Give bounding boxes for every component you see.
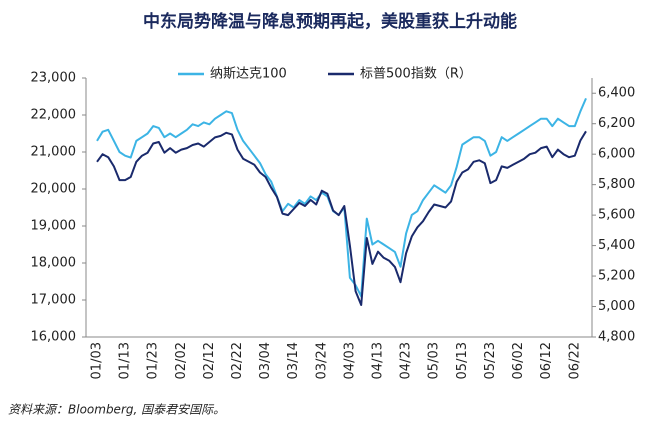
legend-label: 标普500指数（R） (360, 67, 472, 82)
y2-tick-label: 6,000 (598, 147, 635, 162)
x-tick-label: 06/02 (511, 342, 526, 379)
y-tick-label: 17,000 (31, 293, 77, 308)
x-tick-label: 04/23 (399, 342, 414, 379)
x-tick-label: 06/22 (567, 342, 582, 379)
x-tick-label: 02/22 (230, 342, 245, 379)
x-tick-label: 03/14 (286, 342, 301, 379)
x-tick-label: 04/13 (371, 342, 386, 379)
x-tick-label: 04/03 (342, 342, 357, 379)
series-line (96, 130, 587, 306)
x-tick-label: 06/12 (539, 342, 554, 379)
source-note: 资料来源：Bloomberg, 国泰君安国际。 (8, 403, 225, 417)
y-tick-label: 21,000 (31, 145, 77, 160)
y-tick-label: 18,000 (31, 256, 77, 271)
y-tick-label: 23,000 (31, 71, 77, 86)
x-tick-label: 03/04 (258, 342, 273, 379)
y2-tick-label: 5,800 (598, 177, 635, 192)
x-tick-label: 02/12 (202, 342, 217, 379)
y2-tick-label: 5,000 (598, 299, 635, 314)
y-tick-label: 20,000 (31, 182, 77, 197)
x-tick-label: 01/23 (146, 342, 161, 379)
chart-title: 中东局势降温与降息预期再起，美股重获上升动能 (143, 11, 517, 32)
x-tick-label: 01/13 (118, 342, 133, 379)
legend-label: 纳斯达克100 (210, 67, 287, 82)
y-tick-label: 19,000 (31, 219, 77, 234)
y2-tick-label: 6,200 (598, 116, 635, 131)
x-tick-label: 02/02 (174, 342, 189, 379)
y2-tick-label: 6,400 (598, 86, 635, 101)
x-tick-label: 05/23 (483, 342, 498, 379)
x-tick-label: 05/03 (427, 342, 442, 379)
y2-tick-label: 5,600 (598, 208, 635, 223)
series-line (96, 98, 587, 298)
x-tick-label: 01/03 (90, 342, 105, 379)
x-tick-label: 05/13 (455, 342, 470, 379)
y-tick-label: 22,000 (31, 108, 77, 123)
x-tick-label: 03/24 (314, 342, 329, 379)
y2-tick-label: 5,200 (598, 269, 635, 284)
y2-tick-label: 4,800 (598, 330, 635, 345)
y2-tick-label: 5,400 (598, 238, 635, 253)
y-tick-label: 16,000 (31, 330, 77, 345)
